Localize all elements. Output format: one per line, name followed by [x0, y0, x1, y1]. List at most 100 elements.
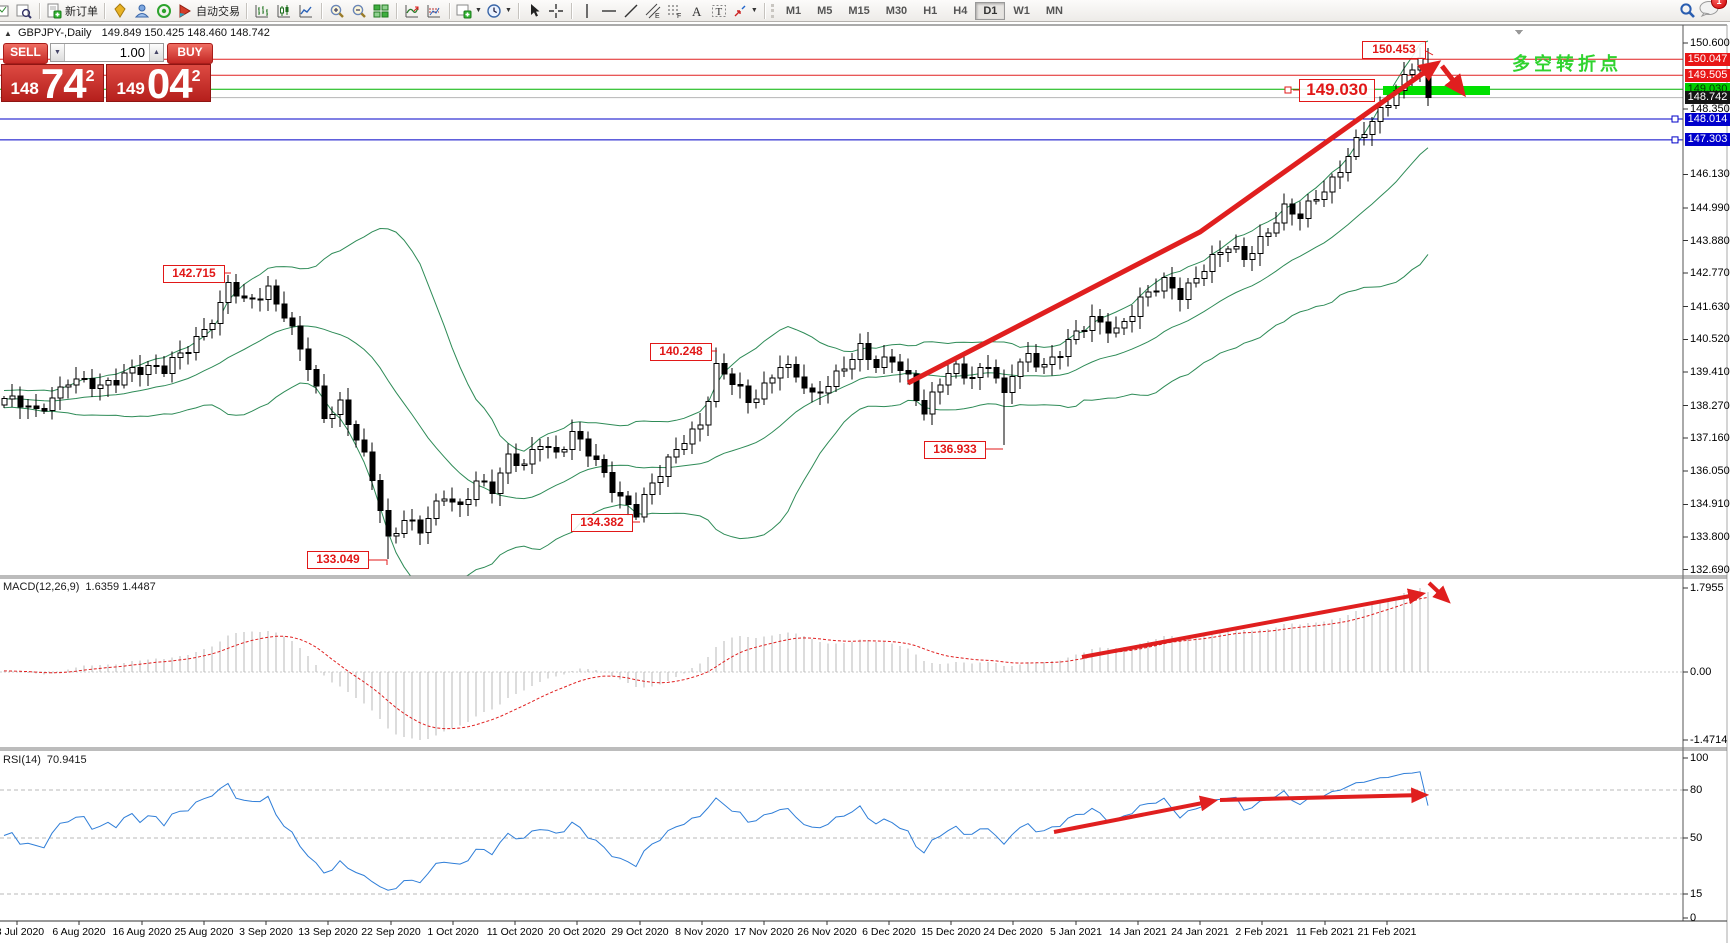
- price-annotation-150-453[interactable]: 150.453: [1362, 41, 1426, 59]
- macd-values: 1.6359 1.4487: [85, 581, 156, 593]
- pane-borders: [0, 24, 1728, 943]
- notifications-button[interactable]: 1: [1698, 0, 1727, 22]
- chart-window-icon[interactable]: [0, 1, 13, 21]
- tile-windows-icon[interactable]: [370, 1, 392, 21]
- indicators-icon[interactable]: [401, 1, 423, 21]
- volume-input[interactable]: [65, 44, 149, 61]
- vertical-line-icon[interactable]: [576, 1, 598, 21]
- new-order-button[interactable]: 新订单: [44, 1, 100, 21]
- text-icon[interactable]: A: [686, 1, 708, 21]
- buy-price-point: 2: [191, 68, 201, 85]
- macd-pane[interactable]: [0, 588, 1683, 740]
- highlight-band[interactable]: [1383, 86, 1490, 95]
- price-annotation-136-933[interactable]: 136.933: [924, 441, 986, 459]
- zoom-out-icon[interactable]: [348, 1, 370, 21]
- new-chart-dropdown[interactable]: ▼: [454, 1, 484, 21]
- timeframe-mn[interactable]: MN: [1038, 2, 1071, 20]
- rsi-trend-arrow-2[interactable]: [1219, 787, 1430, 804]
- svg-text:F: F: [677, 13, 681, 19]
- timeframe-m15[interactable]: M15: [840, 2, 877, 20]
- indicator-window-icon[interactable]: [423, 1, 445, 21]
- timeframe-w1[interactable]: W1: [1005, 2, 1038, 20]
- price-annotation-142-715[interactable]: 142.715: [163, 265, 225, 283]
- pullback-arrow[interactable]: [1440, 64, 1466, 98]
- fibonacci-icon[interactable]: F: [664, 1, 686, 21]
- data-window-icon[interactable]: [13, 1, 35, 21]
- sell-price-pips: 74: [40, 59, 87, 107]
- chevron-down-icon: ▼: [475, 7, 482, 14]
- line-handle[interactable]: [1671, 136, 1679, 144]
- buy-button[interactable]: BUY: [167, 43, 213, 64]
- rsi-trend-arrow-1[interactable]: [1053, 795, 1219, 834]
- chart-title: ▲ GBPJPY-,Daily 149.849 150.425 148.460 …: [4, 27, 270, 39]
- uptrend-arrow[interactable]: [906, 60, 1442, 386]
- buy-price-pips: 04: [146, 59, 193, 107]
- sell-button[interactable]: SELL: [3, 43, 48, 64]
- horizontal-line-icon[interactable]: [598, 1, 620, 21]
- equidistant-channel-icon[interactable]: E: [642, 1, 664, 21]
- candlestick-chart-icon[interactable]: [273, 1, 295, 21]
- chart-symbol-period: GBPJPY-,Daily: [17, 27, 92, 39]
- bars-chart-icon[interactable]: [251, 1, 273, 21]
- chart-marker-icon: ▲: [4, 29, 12, 38]
- horizontal-level-lines[interactable]: [0, 58, 1683, 141]
- main-pane[interactable]: [0, 40, 1683, 591]
- autotrading-label: 自动交易: [196, 5, 240, 18]
- toolbar: 新订单 自动交易: [0, 0, 1730, 22]
- timeframe-m30[interactable]: M30: [878, 2, 915, 20]
- macd-turn-arrow[interactable]: [1427, 581, 1451, 604]
- line-chart-icon[interactable]: [295, 1, 317, 21]
- price-annotation-134-382[interactable]: 134.382: [571, 514, 633, 532]
- text-label-icon[interactable]: T: [708, 1, 730, 21]
- autotrading-button[interactable]: 自动交易: [175, 1, 242, 21]
- buy-price-main: 149: [116, 79, 145, 98]
- macd-title: MACD(12,26,9): [3, 581, 80, 593]
- timeframe-m1[interactable]: M1: [778, 2, 809, 20]
- market-icon[interactable]: [153, 1, 175, 21]
- candles: [1, 47, 1432, 559]
- timeframe-h1[interactable]: H1: [915, 2, 945, 20]
- macd-histogram: [3, 588, 1429, 740]
- cursor-icon[interactable]: [523, 1, 545, 21]
- search-icon[interactable]: [1676, 1, 1698, 21]
- new-order-label: 新订单: [65, 5, 98, 18]
- key-level-annotation-149-030[interactable]: 149.030: [1299, 79, 1375, 102]
- mql5-icon[interactable]: [109, 1, 131, 21]
- price-annotation-140-248[interactable]: 140.248: [650, 343, 712, 361]
- macd-trend-arrow[interactable]: [1081, 588, 1427, 659]
- chart-ohlc-values: 149.849 150.425 148.460 148.742: [101, 27, 270, 39]
- toolbar-separator: [246, 2, 247, 19]
- toolbar-separator: [517, 2, 519, 19]
- volume-decrease-button[interactable]: ▼: [51, 44, 65, 61]
- sell-price-point: 2: [85, 68, 95, 85]
- toolbar-separator: [449, 2, 450, 19]
- zoom-in-icon[interactable]: [326, 1, 348, 21]
- timeframe-m5[interactable]: M5: [809, 2, 840, 20]
- trend-annotations[interactable]: [224, 49, 1466, 565]
- bull-bear-turning-point-note[interactable]: 多空转折点: [1512, 54, 1622, 74]
- chevron-down-icon: ▼: [750, 7, 758, 14]
- signals-icon[interactable]: [131, 1, 153, 21]
- rsi-pane[interactable]: [0, 771, 1683, 895]
- macd-indicator-label: MACD(12,26,9) 1.6359 1.4487: [3, 581, 156, 593]
- price-annotation-133-049[interactable]: 133.049: [307, 551, 369, 569]
- volume-increase-button[interactable]: ▲: [149, 44, 163, 61]
- toolbar-grip: [770, 3, 774, 18]
- crosshair-icon[interactable]: [545, 1, 567, 21]
- label-handle: [1284, 86, 1292, 94]
- volume-spinner: ▼ ▲: [50, 43, 164, 62]
- timeframe-h4[interactable]: H4: [945, 2, 975, 20]
- rsi-value: 70.9415: [46, 754, 87, 766]
- sell-price-main: 148: [10, 79, 39, 98]
- chart-shift-marker[interactable]: [1515, 30, 1523, 35]
- sell-price-button[interactable]: 148 74 2: [1, 59, 104, 107]
- toolbar-separator: [570, 2, 572, 19]
- line-handle[interactable]: [1671, 115, 1679, 123]
- profiles-dropdown[interactable]: ▼: [484, 1, 514, 21]
- trendline-icon[interactable]: [620, 1, 642, 21]
- arrows-dropdown[interactable]: ▼: [730, 1, 760, 21]
- toolbar-separator: [763, 2, 765, 19]
- buy-price-button[interactable]: 149 04 2: [106, 59, 211, 107]
- timeframe-d1[interactable]: D1: [975, 2, 1006, 20]
